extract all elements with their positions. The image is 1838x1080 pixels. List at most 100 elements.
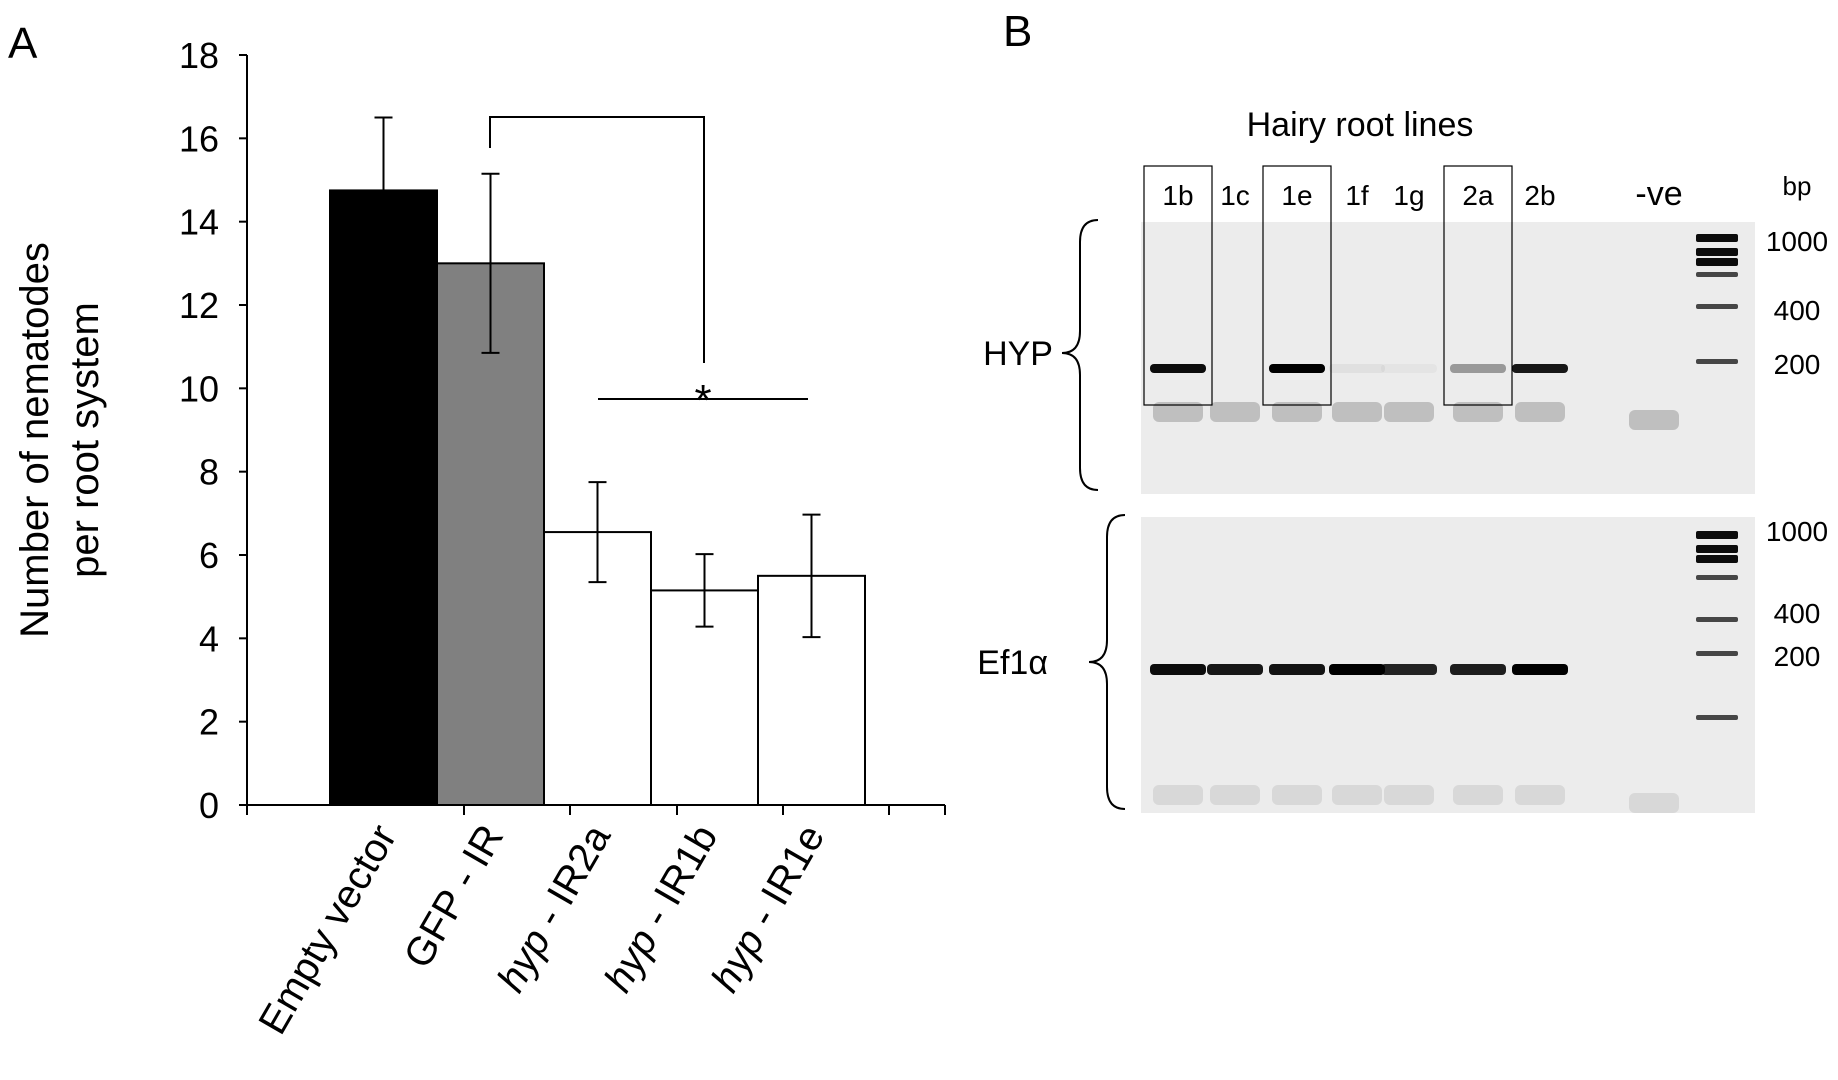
ladder-band: [1696, 248, 1738, 256]
ladder-label-200: 200: [1774, 641, 1821, 672]
band-2a: [1450, 664, 1506, 675]
primer-band-2b: [1515, 402, 1565, 422]
panel-a-bar-chart: A Number of nematodes per root system 0 2…: [8, 19, 946, 1042]
primer-band-1f: [1332, 402, 1382, 422]
primer-band-1f: [1332, 785, 1382, 805]
lane-label--ve: -ve: [1635, 175, 1682, 213]
primer-band-1b: [1153, 785, 1203, 805]
ladder-band: [1696, 304, 1738, 309]
primer-band-2a: [1453, 402, 1503, 422]
x-tick-label-text: - IR1e: [735, 818, 833, 944]
y-tick-label: 0: [199, 785, 219, 826]
band-1c: [1207, 664, 1263, 675]
primer-band-1g: [1384, 402, 1434, 422]
y-tick-label: 6: [199, 535, 219, 576]
band-1g: [1381, 664, 1437, 675]
lane-label-1b: 1b: [1162, 180, 1193, 211]
lane-label-2a: 2a: [1462, 180, 1494, 211]
primer-band-2a: [1453, 785, 1503, 805]
band-1b: [1150, 364, 1206, 373]
error-bars: [374, 116, 821, 639]
lane-labels: 1b 1c 1e 1f 1g 2a 2b -ve: [1162, 175, 1682, 213]
lane-boxes: [1143, 165, 1513, 406]
gel-title: Hairy root lines: [1247, 106, 1474, 144]
gel-background: [1141, 222, 1755, 494]
gel-brace: [1061, 219, 1099, 491]
lane-label-1g: 1g: [1393, 180, 1424, 211]
ladder-band: [1696, 272, 1738, 277]
gel-label: HYP: [983, 335, 1053, 373]
band-1f: [1329, 364, 1385, 373]
x-tick-label-0: Empty vector: [250, 818, 405, 1042]
y-tick-label: 12: [179, 285, 219, 326]
ladder-band: [1696, 258, 1738, 266]
band-1f: [1329, 664, 1385, 675]
lane-box-1e: [1262, 165, 1332, 406]
ladder-label-400: 400: [1774, 598, 1821, 629]
lane-label-1c: 1c: [1220, 180, 1250, 211]
y-tick-label: 14: [179, 202, 219, 243]
primer-band-1c: [1210, 402, 1260, 422]
ladder-band: [1696, 617, 1738, 622]
primer-band-1c: [1210, 785, 1260, 805]
lane-label-1f: 1f: [1345, 180, 1369, 211]
gel-label: Ef1α: [977, 644, 1048, 682]
y-axis-label-line1: Number of nematodes: [13, 242, 57, 638]
significance-asterisk: *: [694, 376, 711, 425]
primer-band-1g: [1384, 785, 1434, 805]
x-tick-label-1: GFP - IR: [396, 818, 513, 976]
y-axis-label-line2: per root system: [63, 302, 107, 578]
ladder-band: [1696, 555, 1738, 563]
y-tick-label: 8: [199, 452, 219, 493]
ladder-band: [1696, 651, 1738, 656]
band-2b: [1512, 664, 1568, 675]
bar-0: [329, 189, 438, 806]
y-tick-label: 10: [179, 368, 219, 409]
lane-box-2a: [1443, 165, 1513, 406]
band-2b: [1512, 364, 1568, 373]
band-1e: [1269, 364, 1325, 373]
x-axis: [246, 804, 946, 815]
band-1g: [1381, 364, 1437, 373]
x-tick-label-text: Empty vector: [250, 818, 405, 1042]
primer-band--ve: [1629, 793, 1679, 813]
primer-band-2b: [1515, 785, 1565, 805]
lane-box-1b: [1143, 165, 1213, 406]
primer-band-1b: [1153, 402, 1203, 422]
lane-label-1e: 1e: [1281, 180, 1312, 211]
band-1b: [1150, 664, 1206, 675]
panel-b-letter: B: [1003, 7, 1032, 56]
band-2a: [1450, 364, 1506, 373]
panel-a-letter: A: [8, 19, 38, 68]
ladder-band: [1696, 715, 1738, 720]
primer-band-1e: [1272, 785, 1322, 805]
band-1e: [1269, 664, 1325, 675]
bracket-line: [489, 116, 705, 363]
y-tick-label: 4: [199, 618, 219, 659]
y-tick-label: 18: [179, 35, 219, 76]
x-tick-label-text: - IR2a: [521, 817, 620, 944]
gel-ef1a: Ef1α 1000 400 200: [977, 514, 1828, 813]
ladder-band: [1696, 575, 1738, 580]
x-tick-label-text: GFP - IR: [396, 818, 513, 976]
lane-label-2b: 2b: [1524, 180, 1555, 211]
ladder-band: [1696, 531, 1738, 539]
significance-markers: *: [489, 116, 808, 425]
y-tick-label: 2: [199, 702, 219, 743]
ladder-label-200: 200: [1774, 349, 1821, 380]
ladder-label-1000: 1000: [1766, 516, 1828, 547]
ladder-band: [1696, 359, 1738, 364]
ladder-band: [1696, 234, 1738, 242]
x-tick-label-text: - IR1b: [628, 818, 726, 944]
panel-b-gels: B Hairy root lines bp 1b 1c 1e 1f 1g 2a 2b -ve …: [977, 7, 1828, 813]
ladder-label-400: 400: [1774, 295, 1821, 326]
primer-band--ve: [1629, 410, 1679, 430]
gel-brace: [1088, 514, 1126, 810]
primer-band-1e: [1272, 402, 1322, 422]
y-axis: 0 2 4 6 8 10 12 14 16 18: [179, 35, 248, 826]
ladder-band: [1696, 545, 1738, 553]
gel-hyp: HYP 1000 400 200: [983, 219, 1828, 494]
ladder-label-1000: 1000: [1766, 226, 1828, 257]
